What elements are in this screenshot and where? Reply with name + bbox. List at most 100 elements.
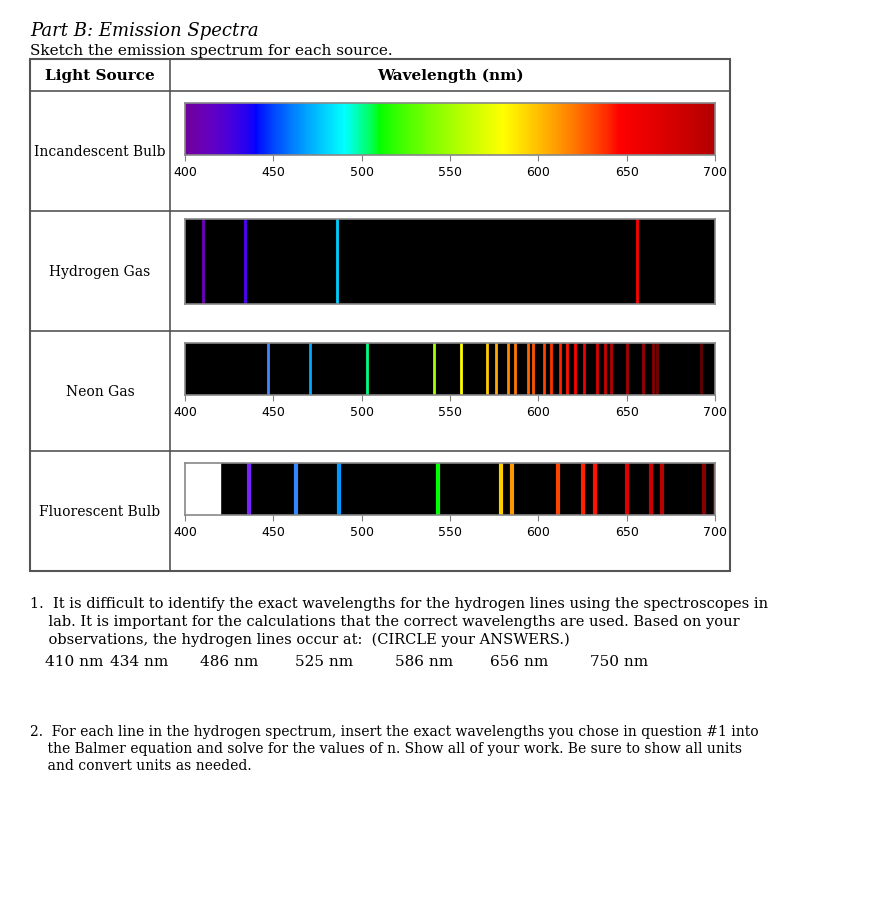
- Bar: [185, 104, 186, 156]
- Bar: [210, 104, 211, 156]
- Bar: [565, 104, 566, 156]
- Bar: [627, 104, 628, 156]
- Bar: [682, 104, 683, 156]
- Bar: [585, 104, 587, 156]
- Bar: [612, 104, 613, 156]
- Bar: [373, 104, 374, 156]
- Bar: [223, 104, 224, 156]
- Bar: [225, 104, 226, 156]
- Bar: [618, 104, 619, 156]
- Bar: [503, 104, 504, 156]
- Bar: [392, 104, 393, 156]
- Bar: [463, 104, 464, 156]
- Bar: [309, 104, 310, 156]
- Bar: [258, 104, 259, 156]
- Bar: [259, 104, 260, 156]
- Bar: [269, 104, 270, 156]
- Bar: [399, 104, 400, 156]
- Bar: [394, 104, 395, 156]
- Bar: [381, 104, 383, 156]
- Bar: [528, 104, 529, 156]
- Bar: [375, 104, 376, 156]
- Bar: [407, 104, 408, 156]
- Bar: [243, 104, 244, 156]
- Bar: [631, 104, 632, 156]
- Bar: [445, 104, 446, 156]
- Bar: [450, 104, 452, 156]
- Bar: [260, 104, 261, 156]
- Bar: [655, 104, 657, 156]
- Bar: [653, 104, 654, 156]
- Bar: [267, 104, 268, 156]
- Bar: [215, 104, 217, 156]
- Bar: [389, 104, 390, 156]
- Bar: [660, 104, 661, 156]
- Bar: [535, 104, 537, 156]
- Bar: [379, 104, 380, 156]
- Bar: [648, 104, 649, 156]
- Bar: [525, 104, 526, 156]
- Bar: [294, 104, 295, 156]
- Bar: [197, 104, 198, 156]
- Bar: [573, 104, 574, 156]
- Bar: [658, 104, 659, 156]
- Bar: [414, 104, 415, 156]
- Bar: [248, 104, 249, 156]
- Bar: [695, 104, 696, 156]
- Bar: [630, 104, 631, 156]
- Bar: [315, 104, 317, 156]
- Bar: [282, 104, 283, 156]
- Bar: [634, 104, 635, 156]
- Bar: [505, 104, 507, 156]
- Bar: [403, 104, 404, 156]
- Bar: [186, 104, 187, 156]
- Bar: [370, 104, 371, 156]
- Bar: [699, 104, 700, 156]
- Bar: [430, 104, 431, 156]
- Bar: [611, 104, 612, 156]
- Bar: [291, 104, 293, 156]
- Bar: [344, 104, 345, 156]
- Text: 486 nm: 486 nm: [200, 654, 258, 668]
- Bar: [516, 104, 518, 156]
- Bar: [712, 104, 713, 156]
- Bar: [204, 104, 205, 156]
- Bar: [664, 104, 665, 156]
- Bar: [338, 104, 339, 156]
- Bar: [613, 104, 614, 156]
- Bar: [512, 104, 513, 156]
- Bar: [367, 104, 368, 156]
- Bar: [607, 104, 608, 156]
- Bar: [551, 104, 553, 156]
- Text: observations, the hydrogen lines occur at:  (CIRCLE your ANSWERS.): observations, the hydrogen lines occur a…: [30, 632, 569, 647]
- Text: 525 nm: 525 nm: [295, 654, 353, 668]
- Bar: [643, 104, 644, 156]
- Bar: [472, 104, 473, 156]
- Bar: [341, 104, 343, 156]
- Bar: [429, 104, 430, 156]
- Bar: [235, 104, 236, 156]
- Bar: [474, 104, 475, 156]
- Bar: [198, 104, 199, 156]
- Bar: [494, 104, 495, 156]
- Bar: [434, 104, 435, 156]
- Bar: [357, 104, 358, 156]
- Bar: [329, 104, 330, 156]
- Bar: [498, 104, 499, 156]
- Bar: [424, 104, 425, 156]
- Bar: [548, 104, 549, 156]
- Bar: [274, 104, 275, 156]
- Bar: [622, 104, 623, 156]
- Bar: [229, 104, 230, 156]
- Text: lab. It is important for the calculations that the correct wavelengths are used.: lab. It is important for the calculation…: [30, 614, 739, 629]
- Text: Part B: Emission Spectra: Part B: Emission Spectra: [30, 22, 258, 40]
- Bar: [492, 104, 493, 156]
- Bar: [440, 104, 441, 156]
- Bar: [250, 104, 251, 156]
- Bar: [677, 104, 678, 156]
- Bar: [680, 104, 681, 156]
- Bar: [345, 104, 346, 156]
- Bar: [232, 104, 233, 156]
- Bar: [194, 104, 195, 156]
- Bar: [469, 104, 470, 156]
